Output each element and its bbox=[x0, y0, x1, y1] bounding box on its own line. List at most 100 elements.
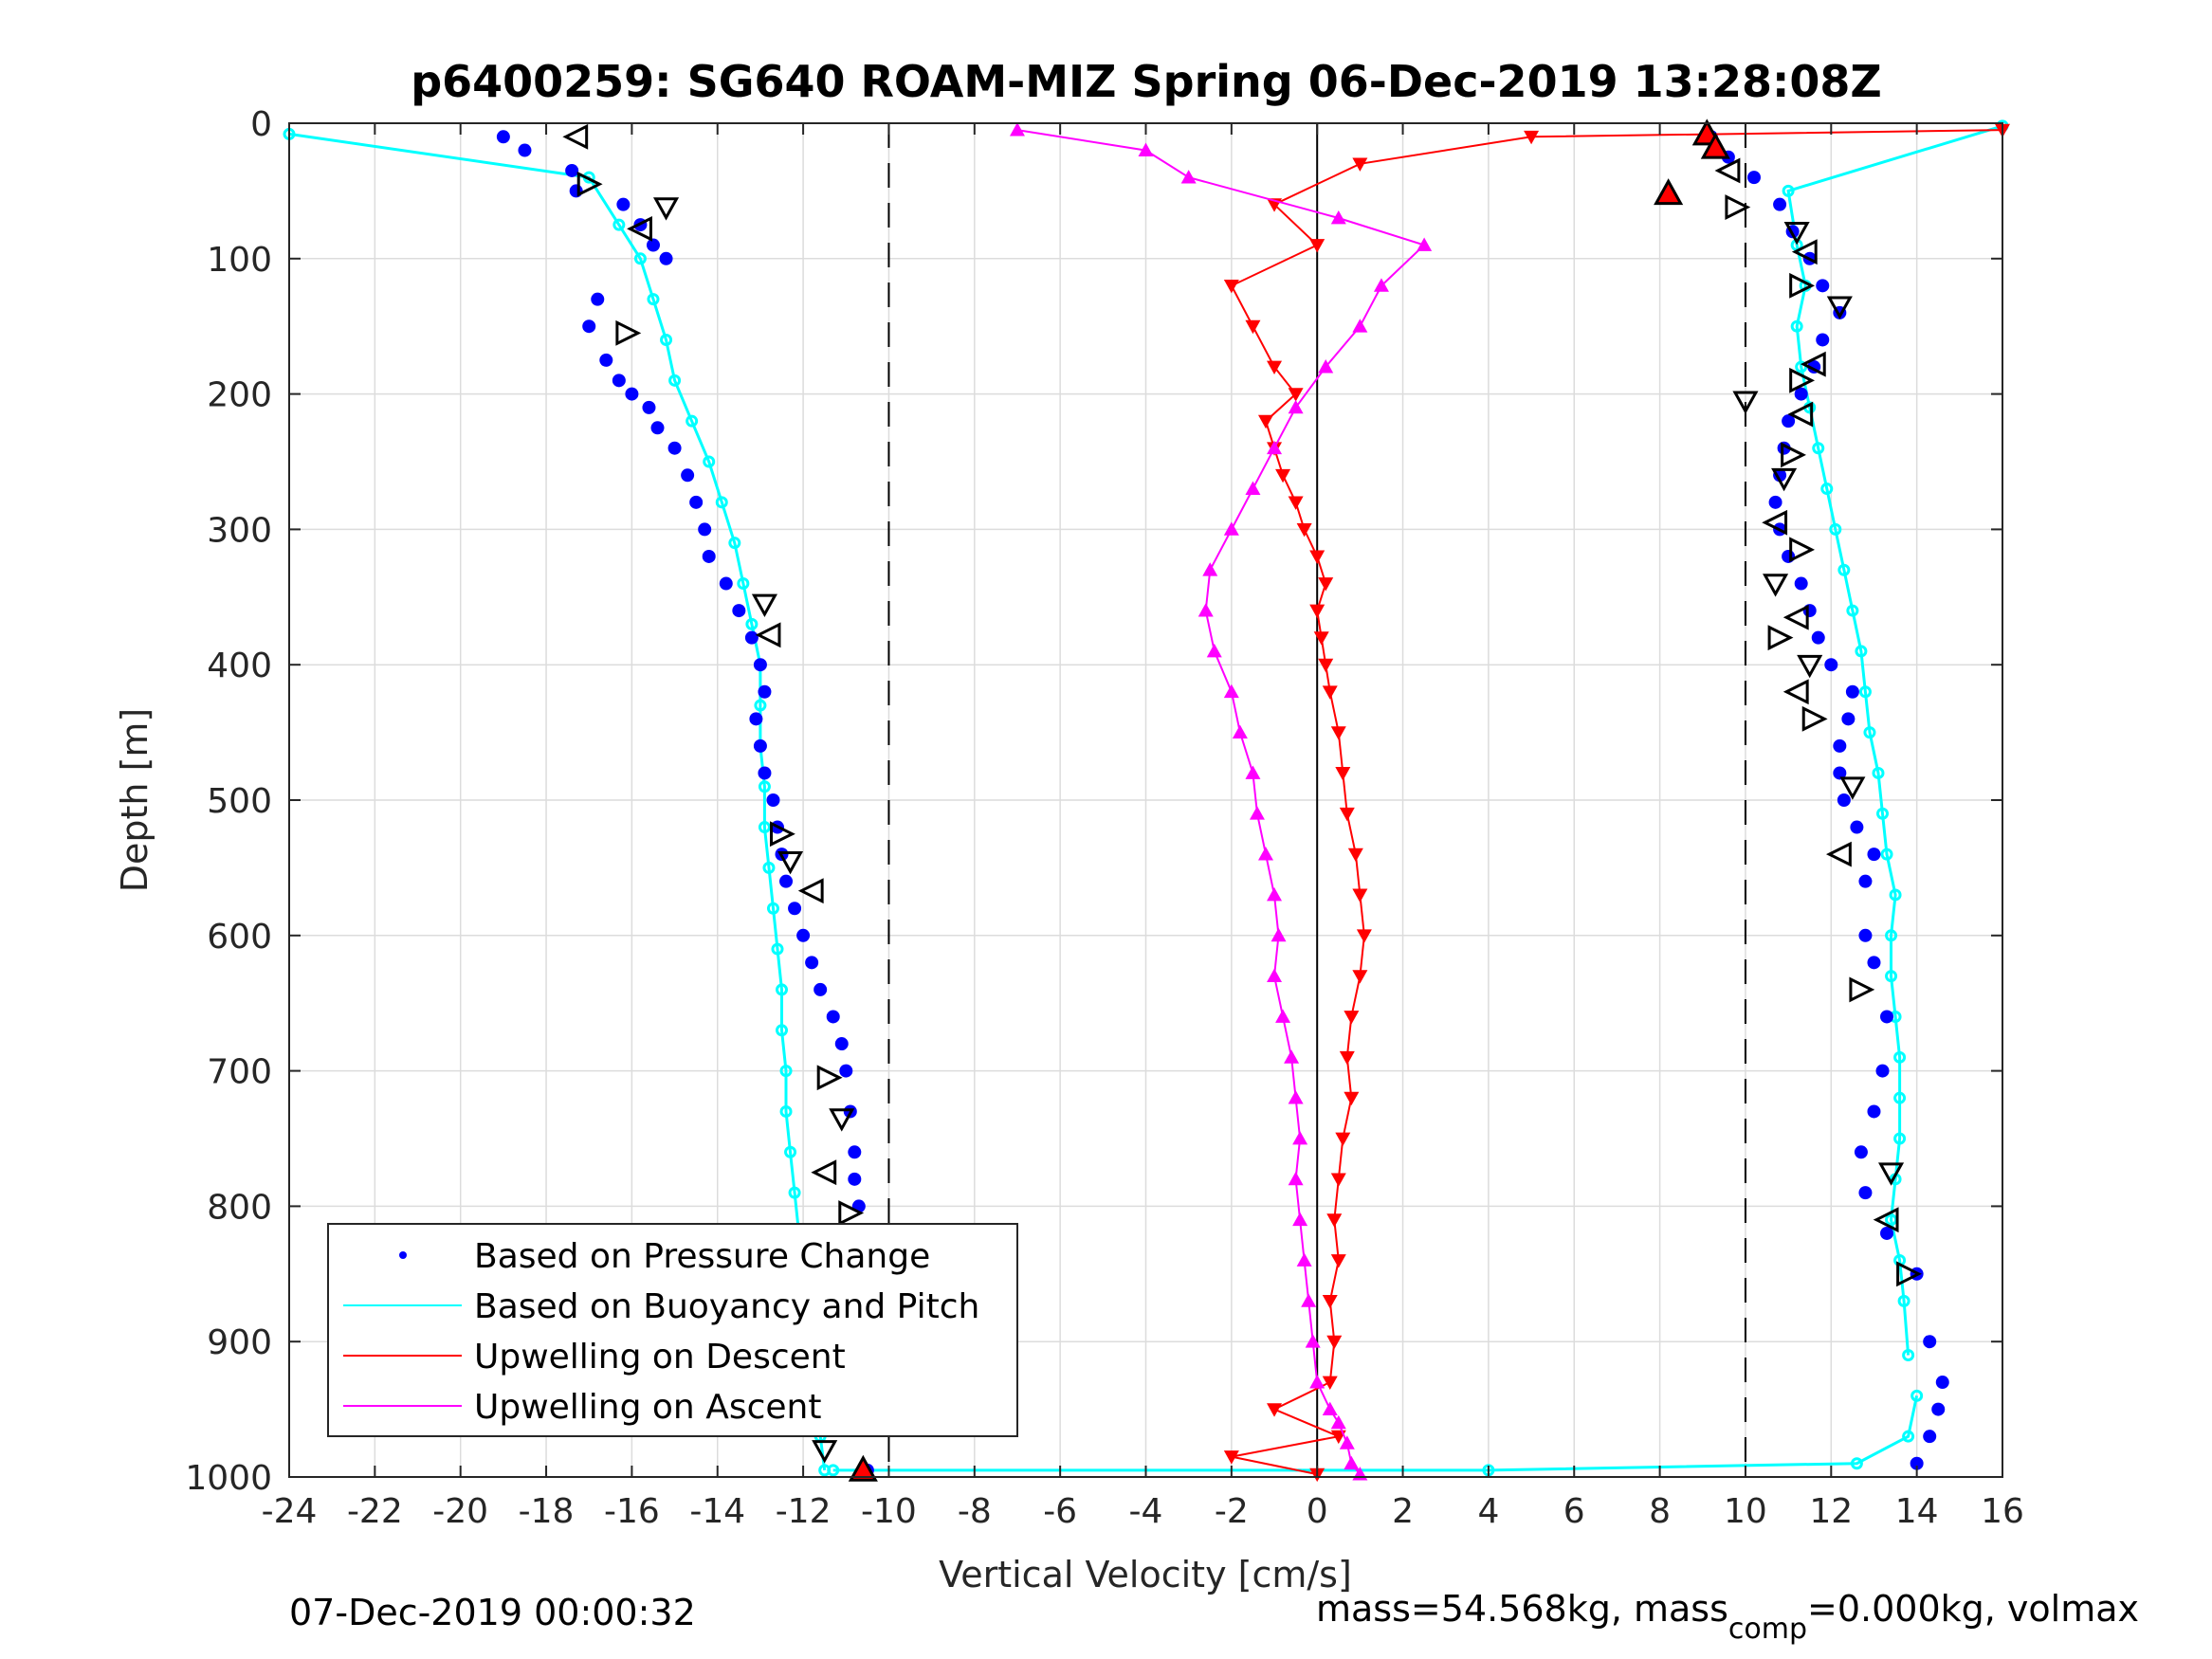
open-triangle-marker bbox=[1849, 976, 1875, 1003]
pressure-point bbox=[612, 374, 626, 388]
pressure-point bbox=[796, 928, 811, 942]
footer-mass: mass=54.568kg, masscomp=0.000kg, volmax bbox=[1316, 1588, 2139, 1646]
open-triangle-marker bbox=[1771, 467, 1798, 492]
descent-point bbox=[1309, 550, 1325, 564]
open-triangle-marker bbox=[1789, 367, 1816, 393]
y-tick-label: 500 bbox=[207, 782, 272, 821]
descent-point bbox=[1318, 577, 1334, 592]
legend: Based on Pressure Change Based on Buoyan… bbox=[327, 1223, 1018, 1437]
legend-label-pressure: Based on Pressure Change bbox=[474, 1237, 930, 1276]
pressure-point bbox=[1746, 171, 1761, 185]
ascent-point bbox=[1344, 1455, 1360, 1470]
y-tick-label: 200 bbox=[207, 376, 272, 415]
x-tick-label: 4 bbox=[1477, 1492, 1499, 1531]
ascent-point bbox=[1245, 765, 1261, 779]
pressure-point bbox=[766, 793, 780, 807]
pressure-point bbox=[1777, 441, 1791, 455]
pressure-point bbox=[758, 766, 772, 780]
pressure-point bbox=[1837, 793, 1851, 807]
pressure-point bbox=[1923, 1335, 1937, 1349]
open-triangle-marker bbox=[1763, 574, 1789, 597]
open-triangle-marker bbox=[1767, 625, 1794, 651]
buoyancy-point bbox=[758, 821, 771, 834]
ascent-point bbox=[1267, 886, 1283, 902]
y-axis-label: Depth [m] bbox=[114, 708, 155, 893]
pressure-point bbox=[1782, 414, 1796, 428]
descent-point bbox=[1347, 848, 1363, 863]
open-triangle-marker bbox=[652, 197, 680, 221]
footer-timestamp: 07-Dec-2019 00:00:32 bbox=[289, 1592, 696, 1633]
open-triangle-marker bbox=[1825, 841, 1852, 867]
legend-label-descent: Upwelling on Descent bbox=[474, 1338, 846, 1376]
descent-point bbox=[1288, 496, 1304, 510]
open-triangle-marker bbox=[1762, 509, 1788, 536]
filled-triangle-marker bbox=[848, 1454, 878, 1482]
descent-point bbox=[1326, 1213, 1343, 1228]
open-triangle-marker bbox=[1797, 654, 1823, 679]
pressure-point bbox=[1880, 1010, 1894, 1024]
pressure-point bbox=[1850, 820, 1864, 834]
ascent-point bbox=[1373, 278, 1389, 292]
x-tick-label: -24 bbox=[262, 1492, 318, 1531]
descent-point bbox=[1267, 360, 1283, 375]
buoyancy-point bbox=[1893, 1050, 1907, 1064]
buoyancy-point bbox=[1790, 319, 1803, 333]
buoyancy-point bbox=[1885, 970, 1898, 983]
pressure-point bbox=[839, 1064, 853, 1078]
series-buoyancy-line bbox=[832, 1395, 1919, 1472]
pressure-point bbox=[1802, 604, 1817, 618]
descent-point bbox=[1267, 1403, 1283, 1417]
pressure-point bbox=[779, 874, 794, 888]
open-triangle-marker bbox=[829, 1108, 855, 1132]
pressure-point bbox=[518, 143, 532, 157]
buoyancy-point bbox=[1855, 645, 1868, 658]
descent-point bbox=[1356, 929, 1372, 943]
pressure-point bbox=[625, 387, 639, 401]
pressure-point bbox=[753, 658, 767, 672]
buoyancy-point bbox=[754, 699, 767, 712]
pressure-point bbox=[642, 400, 656, 414]
pressure-point bbox=[1858, 928, 1873, 942]
open-triangle-marker bbox=[751, 593, 777, 618]
x-tick-label: 8 bbox=[1649, 1492, 1671, 1531]
ascent-point bbox=[1296, 1252, 1312, 1267]
descent-point bbox=[1322, 1376, 1338, 1391]
open-triangle-marker bbox=[838, 1200, 865, 1226]
legend-label-ascent: Upwelling on Ascent bbox=[474, 1388, 821, 1427]
ascent-point bbox=[1138, 142, 1154, 156]
buoyancy-point bbox=[827, 1464, 840, 1477]
ascent-point bbox=[1339, 1435, 1355, 1449]
buoyancy-point bbox=[1885, 929, 1898, 942]
buoyancy-point bbox=[728, 537, 741, 550]
descent-point bbox=[1309, 604, 1325, 619]
buoyancy-point bbox=[788, 1186, 801, 1199]
pressure-point bbox=[681, 468, 695, 483]
pressure-point bbox=[1833, 738, 1847, 753]
ascent-point bbox=[1275, 1009, 1291, 1023]
x-tick-label: 12 bbox=[1809, 1492, 1853, 1531]
buoyancy-point bbox=[1850, 1457, 1863, 1470]
pressure-point bbox=[805, 956, 819, 970]
descent-point bbox=[1352, 970, 1368, 984]
y-tick-label: 600 bbox=[207, 918, 272, 957]
descent-point bbox=[1326, 1335, 1343, 1350]
x-tick-label: -12 bbox=[776, 1492, 832, 1531]
x-tick-label: -20 bbox=[432, 1492, 488, 1531]
legend-box bbox=[327, 1223, 1018, 1437]
open-triangle-marker bbox=[816, 1065, 843, 1091]
pressure-point bbox=[1811, 630, 1825, 645]
ascent-point bbox=[1417, 237, 1433, 251]
buoyancy-point bbox=[1902, 1348, 1915, 1361]
pressure-point bbox=[834, 1037, 849, 1051]
pressure-point bbox=[698, 522, 712, 537]
open-triangle-marker bbox=[1782, 679, 1809, 705]
descent-point bbox=[1257, 414, 1273, 429]
descent-point bbox=[1245, 319, 1261, 335]
x-tick-label: 10 bbox=[1724, 1492, 1767, 1531]
buoyancy-point bbox=[771, 942, 784, 956]
pressure-point bbox=[1816, 279, 1830, 293]
y-tick-label: 1000 bbox=[185, 1459, 272, 1498]
ascent-point bbox=[1245, 481, 1261, 495]
series-ascent-line bbox=[1016, 129, 1427, 1475]
pressure-point bbox=[1858, 1186, 1873, 1200]
